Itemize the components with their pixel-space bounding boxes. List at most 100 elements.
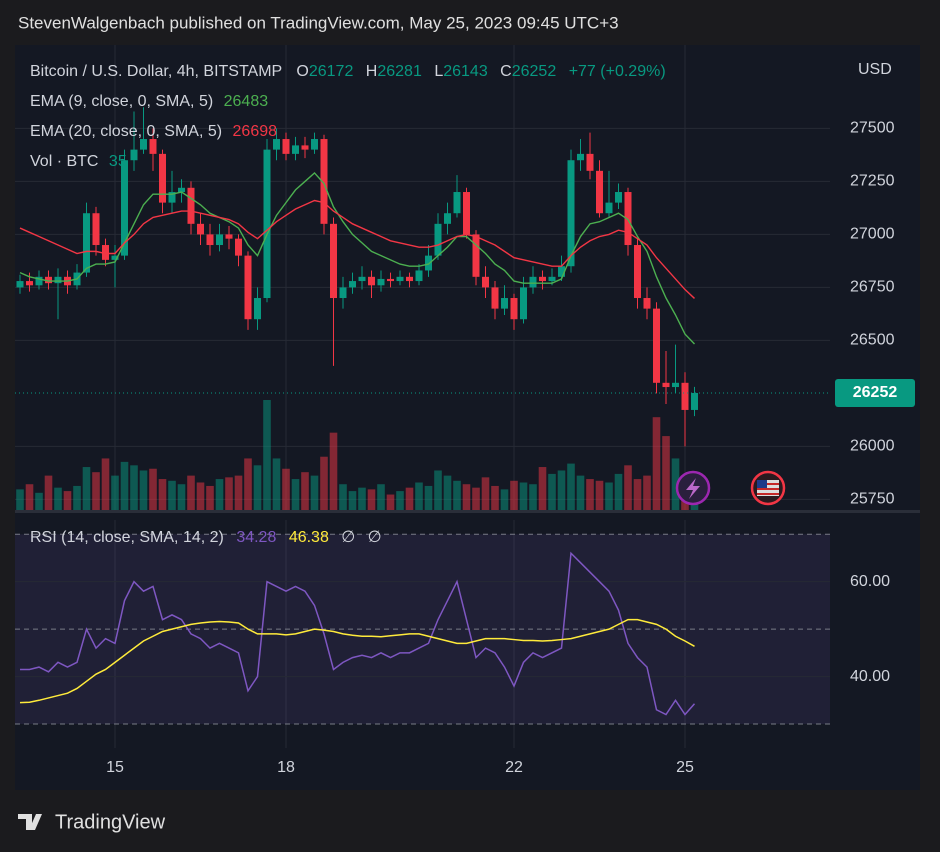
y-tick-label: 40.00 bbox=[850, 668, 890, 685]
candle-body bbox=[520, 287, 527, 320]
currency-label: USD bbox=[858, 61, 892, 78]
legend-value: 26698 bbox=[233, 123, 278, 140]
icon-glyph[interactable] bbox=[686, 478, 700, 499]
candle-body bbox=[92, 213, 100, 246]
volume-bar bbox=[54, 487, 62, 510]
volume-bar bbox=[652, 417, 661, 510]
x-tick-label: 25 bbox=[676, 759, 694, 776]
volume-bar bbox=[25, 484, 34, 510]
volume-bar bbox=[177, 484, 186, 510]
rsi-line bbox=[20, 551, 696, 716]
candle-body bbox=[358, 276, 366, 282]
candle-body bbox=[26, 281, 33, 286]
brand-logo bbox=[18, 814, 42, 830]
volume-bar bbox=[472, 487, 480, 510]
legend-line: Bitcoin / U.S. Dollar, 4h, BITSTAMP O261… bbox=[30, 63, 666, 80]
candle-body bbox=[615, 192, 622, 203]
candle-body bbox=[377, 278, 385, 286]
last-price-box bbox=[835, 378, 915, 407]
legend-value: 26483 bbox=[224, 93, 269, 110]
candle-body bbox=[463, 192, 470, 235]
icon-glyph[interactable] bbox=[757, 493, 779, 495]
x-tick-label: 22 bbox=[505, 759, 523, 776]
volume-bar bbox=[253, 465, 262, 510]
x-tick-label: 18 bbox=[277, 759, 295, 776]
legend-name: RSI (14, close, SMA, 14, 2) bbox=[30, 529, 224, 546]
candle-body bbox=[586, 153, 594, 171]
candle-body bbox=[197, 223, 204, 235]
rsi-legend: RSI (14, close, SMA, 14, 2) 34.28 46.38 … bbox=[30, 529, 382, 546]
volume-bar bbox=[206, 485, 214, 510]
change-label: +77 (+0.29%) bbox=[569, 63, 666, 80]
candle-body bbox=[301, 145, 309, 150]
publisher-line: StevenWalgenbach published on TradingVie… bbox=[18, 13, 619, 32]
y-tick-label: 26500 bbox=[850, 332, 895, 349]
icon-flag[interactable] bbox=[750, 470, 786, 506]
volume-bar bbox=[244, 458, 252, 510]
volume-bar bbox=[215, 479, 224, 510]
volume-bar bbox=[443, 475, 452, 510]
candle-body bbox=[425, 255, 432, 271]
candle-body bbox=[187, 187, 195, 224]
candle-body bbox=[140, 139, 147, 150]
ema-line bbox=[19, 171, 696, 345]
candle-body bbox=[577, 153, 584, 161]
volume-bar bbox=[405, 487, 414, 510]
volume-bar bbox=[415, 482, 423, 510]
y-tick-label: 27500 bbox=[850, 120, 895, 137]
volume-bar bbox=[139, 470, 148, 510]
open-value: 26172 bbox=[309, 63, 354, 80]
high-label: H bbox=[366, 63, 378, 80]
y-tick-label: 27250 bbox=[850, 173, 895, 190]
volume-bar bbox=[491, 485, 499, 510]
volume-bar bbox=[120, 461, 129, 510]
icon-glyph[interactable] bbox=[757, 488, 779, 490]
volume-bar bbox=[567, 463, 575, 510]
icon-glyph[interactable] bbox=[757, 480, 767, 488]
volume-bar bbox=[73, 485, 81, 510]
low-value: 26143 bbox=[443, 63, 488, 80]
candle-body bbox=[111, 255, 119, 260]
candle-body bbox=[387, 278, 394, 282]
volume-bar bbox=[111, 475, 119, 510]
candle-body bbox=[16, 281, 24, 288]
volume-bar bbox=[462, 484, 471, 510]
volume-bar bbox=[16, 489, 24, 510]
volume-bar bbox=[548, 473, 556, 510]
candle-body bbox=[35, 276, 43, 286]
candle-body bbox=[624, 192, 632, 246]
icon-glyph[interactable] bbox=[757, 483, 779, 485]
candle-body bbox=[320, 139, 328, 224]
volume-bar bbox=[225, 477, 233, 510]
candle-body bbox=[178, 187, 185, 193]
volume-bar bbox=[690, 503, 699, 510]
legend-name: Vol · BTC bbox=[30, 153, 98, 170]
candle-body bbox=[330, 223, 337, 299]
volume-bar bbox=[282, 468, 290, 510]
volume-bar bbox=[538, 467, 547, 510]
volume-bar bbox=[595, 480, 604, 510]
volume-bar bbox=[44, 475, 53, 510]
grid bbox=[15, 45, 830, 748]
candle-body bbox=[130, 149, 138, 161]
candle-body bbox=[235, 238, 242, 256]
volume-bar bbox=[234, 475, 243, 510]
candle-body bbox=[434, 223, 442, 256]
candle-body bbox=[653, 308, 660, 383]
volume-bar bbox=[481, 477, 490, 510]
volume-bar bbox=[272, 458, 281, 510]
volume-bar bbox=[63, 491, 72, 510]
volume-bar bbox=[519, 482, 528, 510]
volume-bar bbox=[386, 494, 395, 510]
ema20-legend: EMA (20, close, 0, SMA, 5) 26698 bbox=[30, 123, 277, 140]
candle-body bbox=[539, 276, 546, 282]
volume-legend: Vol · BTC 35 bbox=[30, 153, 127, 170]
candle-body bbox=[311, 139, 318, 150]
candle-body bbox=[45, 276, 52, 284]
icon-lightning[interactable] bbox=[675, 470, 711, 506]
candle-body bbox=[453, 192, 461, 214]
legend-name: EMA (20, close, 0, SMA, 5) bbox=[30, 123, 222, 140]
volume-bar bbox=[434, 470, 442, 510]
